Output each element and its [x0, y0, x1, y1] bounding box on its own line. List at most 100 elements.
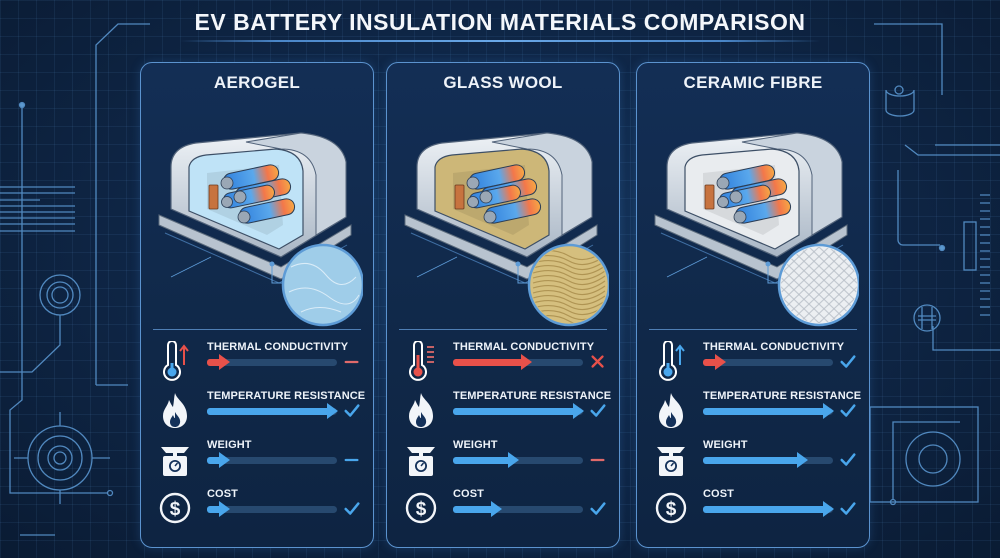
metric-bar-fill [703, 506, 823, 513]
metric-icon: $ [653, 488, 689, 528]
metric-bar-track [703, 501, 834, 517]
metric-icon [157, 439, 193, 479]
metric-bar-track [703, 354, 833, 370]
flame-icon [409, 393, 433, 428]
metric-row-weight: WEIGHT [141, 437, 373, 485]
dash-icon [343, 353, 361, 371]
check-icon [589, 500, 607, 518]
svg-text:$: $ [170, 499, 181, 520]
metric-icon [653, 439, 689, 479]
arrow-right-icon [491, 501, 502, 517]
metric-bar-fill [453, 359, 521, 366]
metric-bar-track [207, 452, 337, 468]
metric-bar-fill [703, 408, 823, 415]
dollar-coin-icon: $ [405, 492, 437, 524]
metric-row-cost: $ COST [141, 486, 373, 534]
metric-label: WEIGHT [453, 439, 498, 451]
title-underline [180, 40, 820, 42]
metric-label: COST [703, 488, 734, 500]
check-icon [839, 451, 857, 469]
metric-row-thermal-conductivity: THERMAL CONDUCTIVITY [387, 339, 619, 387]
metric-icon [157, 390, 193, 430]
metric-label: THERMAL CONDUCTIVITY [703, 341, 845, 353]
metric-bar-track [453, 403, 584, 419]
metric-bar-fill [703, 457, 797, 464]
metric-label: WEIGHT [207, 439, 252, 451]
metric-icon [403, 390, 439, 430]
check-icon [343, 500, 361, 518]
metric-bar-fill [453, 506, 491, 513]
metric-label: TEMPERATURE RESISTANCE [703, 390, 862, 402]
check-icon [343, 402, 361, 420]
metric-bar-track [453, 501, 583, 517]
svg-text:$: $ [416, 499, 427, 520]
metric-label: TEMPERATURE RESISTANCE [207, 390, 366, 402]
material-panel-aerogel: AEROGEL [140, 62, 374, 548]
check-icon [839, 402, 857, 420]
metric-row-weight: WEIGHT [387, 437, 619, 485]
svg-text:$: $ [666, 499, 677, 520]
section-divider [153, 329, 361, 330]
aerogel-sample [281, 243, 363, 327]
metric-icon [653, 390, 689, 430]
metric-row-cost: $ COST [637, 486, 869, 534]
cross-icon [589, 353, 607, 371]
metric-bar-fill [453, 457, 508, 464]
material-title: GLASS WOOL [443, 73, 563, 92]
metric-bar-track [703, 403, 834, 419]
metric-row-thermal-conductivity: THERMAL CONDUCTIVITY [141, 339, 373, 387]
weighing-scale-icon [657, 447, 685, 476]
dollar-coin-icon: $ [159, 492, 191, 524]
weighing-scale-icon [161, 447, 189, 476]
metric-label: COST [453, 488, 484, 500]
arrow-right-icon [521, 354, 532, 370]
arrow-right-icon [508, 452, 519, 468]
material-panel-glass-wool: GLASS WOOL [386, 62, 620, 548]
metric-bar-track [703, 452, 833, 468]
metric-label: WEIGHT [703, 439, 748, 451]
check-icon [589, 402, 607, 420]
material-panel-ceramic-fibre: CERAMIC FIBRE [636, 62, 870, 548]
metric-bar-track [207, 403, 338, 419]
battery-pack-illustration [404, 132, 609, 327]
thermometer-icon [409, 340, 434, 381]
arrow-right-icon [219, 452, 230, 468]
metric-label: TEMPERATURE RESISTANCE [453, 390, 612, 402]
metric-label: THERMAL CONDUCTIVITY [207, 341, 349, 353]
thermometer-icon [163, 340, 189, 381]
section-divider [399, 329, 607, 330]
check-icon [839, 353, 857, 371]
arrow-right-icon [327, 403, 338, 419]
arrow-right-icon [823, 501, 834, 517]
metric-row-temperature-resistance: TEMPERATURE RESISTANCE [141, 388, 373, 436]
metric-bar-track [453, 452, 583, 468]
battery-pack-illustration [654, 132, 859, 327]
metric-row-weight: WEIGHT [637, 437, 869, 485]
arrow-right-icon [219, 501, 230, 517]
metric-label: COST [207, 488, 238, 500]
flame-icon [163, 393, 187, 428]
glass-wool-sample [527, 243, 609, 327]
metric-icon [653, 340, 689, 381]
metric-bar-fill [207, 359, 219, 366]
dash-icon [589, 451, 607, 469]
metric-icon: $ [403, 488, 439, 528]
metric-row-thermal-conductivity: THERMAL CONDUCTIVITY [637, 339, 869, 387]
metric-icon [403, 340, 439, 381]
metric-bar-fill [207, 457, 219, 464]
metric-label: THERMAL CONDUCTIVITY [453, 341, 595, 353]
material-title: CERAMIC FIBRE [683, 73, 823, 92]
metric-bar-track [207, 501, 337, 517]
battery-pack-illustration [158, 132, 363, 327]
metric-bar-track [453, 354, 583, 370]
metric-row-temperature-resistance: TEMPERATURE RESISTANCE [637, 388, 869, 436]
thermometer-icon [659, 340, 685, 381]
page-title: EV BATTERY INSULATION MATERIALS COMPARIS… [194, 9, 806, 35]
arrow-right-icon [797, 452, 808, 468]
arrow-right-icon [823, 403, 834, 419]
metric-icon: $ [157, 488, 193, 528]
arrow-right-icon [219, 354, 230, 370]
metric-row-temperature-resistance: TEMPERATURE RESISTANCE [387, 388, 619, 436]
metric-row-cost: $ COST [387, 486, 619, 534]
dash-icon [343, 451, 361, 469]
